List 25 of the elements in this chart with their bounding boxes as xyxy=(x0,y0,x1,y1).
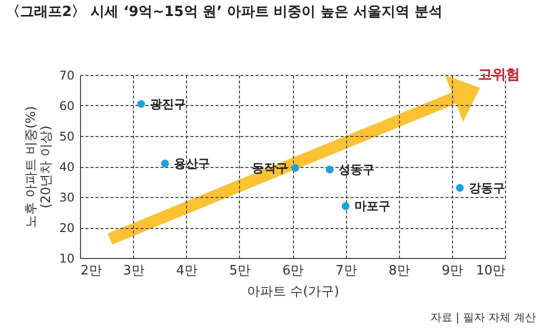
annotation: 성동구 xyxy=(338,162,375,177)
annotation: 강동구 xyxy=(468,180,505,195)
x-tick-label: 6만 xyxy=(282,264,304,278)
x-tick-label: 4만 xyxy=(176,264,198,278)
y-tick-label: 20 xyxy=(59,221,74,235)
y-tick-label: 70 xyxy=(59,68,74,82)
annotation: 마포구 xyxy=(354,199,391,214)
y-tick-label: 50 xyxy=(59,130,74,144)
x-tick-label: 7만 xyxy=(335,264,357,278)
chart-title: 〈그래프2〉 시세 ‘9억~15억 원’ 아파트 비중이 높은 서울지역 분석 xyxy=(6,4,442,20)
x-axis-title: 아파트 수(가구) xyxy=(246,284,340,300)
text: 자료 | 필자 자체 계산 xyxy=(430,310,536,325)
y-tick-label: 60 xyxy=(59,99,74,113)
x-tick-label: 9만 xyxy=(442,264,464,278)
y-axis-title: 노후 아파트 비중(%) (20년차 이상) xyxy=(24,106,54,228)
x-tick-label: 10만 xyxy=(476,264,506,278)
y-tick-label: 30 xyxy=(59,190,74,204)
x-tick-label: 5만 xyxy=(229,264,251,278)
y-tick-label: 40 xyxy=(59,160,74,174)
annotation: 고위험 xyxy=(478,66,520,84)
x-tick-label: 2만 xyxy=(80,264,102,278)
x-tick-label: 8만 xyxy=(388,264,410,278)
x-tick-label: 3만 xyxy=(122,264,144,278)
y-tick-label: 10 xyxy=(59,252,74,266)
annotation: 용산구 xyxy=(174,156,210,170)
